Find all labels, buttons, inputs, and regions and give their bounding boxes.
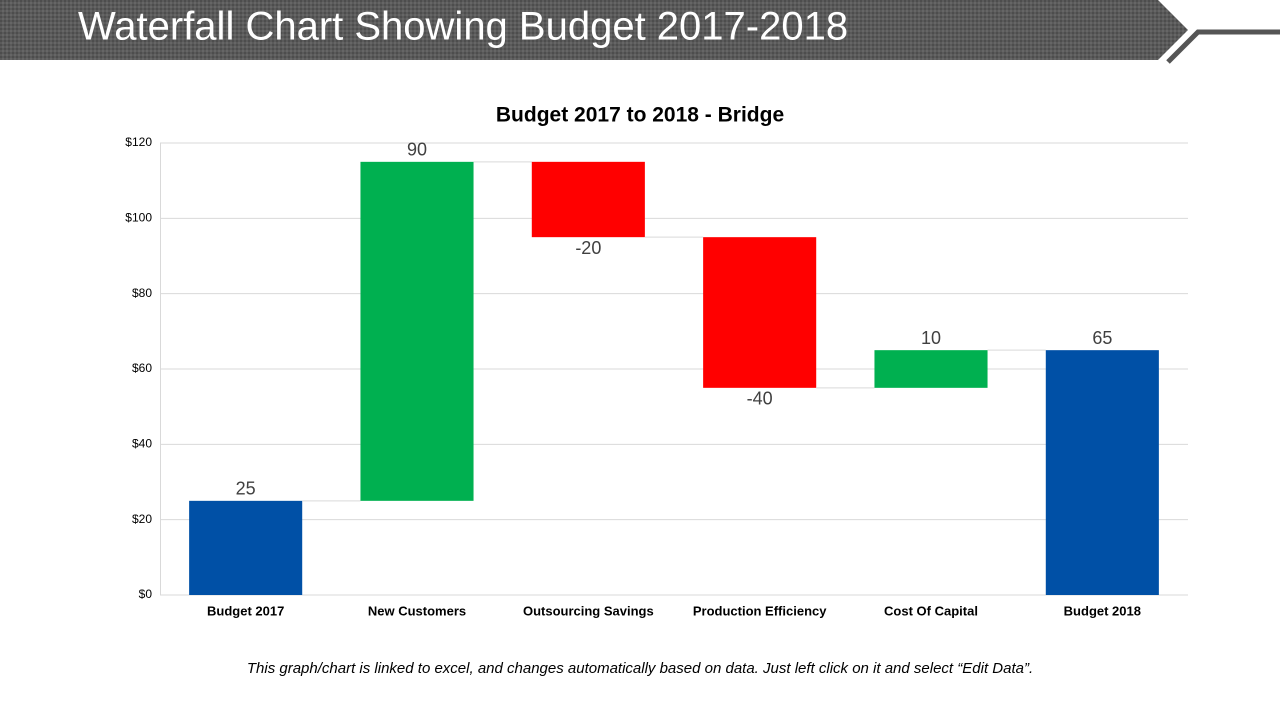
data-label: -20 [575, 238, 601, 258]
x-tick-label: Production Efficiency [693, 603, 827, 618]
x-tick-label: Budget 2017 [207, 603, 284, 618]
data-label: 10 [921, 328, 941, 348]
header-decoration [1166, 29, 1280, 64]
header-band [0, 0, 1188, 60]
y-tick-label: $60 [132, 361, 152, 375]
y-tick-label: $80 [132, 286, 152, 300]
y-tick-label: $40 [132, 437, 152, 451]
bar [189, 500, 303, 595]
bar [874, 350, 988, 388]
data-label: 90 [407, 140, 427, 160]
y-tick-label: $20 [132, 512, 152, 526]
data-label: 65 [1092, 328, 1112, 348]
header-title: Waterfall Chart Showing Budget 2017-2018 [78, 5, 848, 49]
data-label: -40 [747, 389, 773, 409]
chart-title: Budget 2017 to 2018 - Bridge [496, 104, 784, 127]
data-label: 25 [236, 479, 256, 499]
bar [531, 161, 645, 238]
bar [703, 237, 817, 388]
y-tick-label: $0 [139, 587, 153, 601]
x-tick-label: Budget 2018 [1064, 603, 1141, 618]
x-tick-label: Outsourcing Savings [523, 603, 654, 618]
footnote: This graph/chart is linked to excel, and… [247, 660, 1033, 677]
x-tick-label: New Customers [368, 603, 466, 618]
x-tick-label: Cost Of Capital [884, 603, 978, 618]
y-tick-label: $120 [125, 135, 152, 149]
bar [1045, 350, 1159, 595]
bar [360, 161, 474, 501]
y-tick-label: $100 [125, 211, 152, 225]
